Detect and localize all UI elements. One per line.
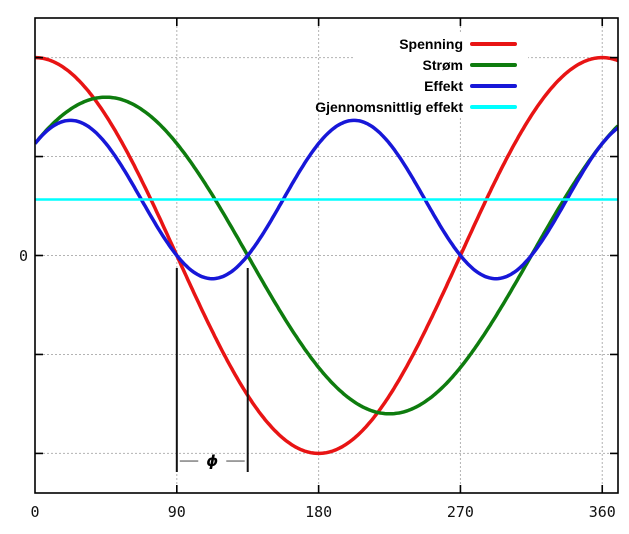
legend-label-gjennomsnittlig-effekt: Gjennomsnittlig effekt: [315, 98, 463, 115]
legend: Spenning Strøm Effekt Gjennomsnittlig ef…: [315, 33, 528, 117]
legend-swatch-gjennomsnittlig-effekt: [470, 104, 517, 109]
legend-label-spenning: Spenning: [399, 35, 463, 52]
x-tick-label-270: 270: [446, 503, 474, 521]
legend-item-gjennomsnittlig-effekt: Gjennomsnittlig effekt: [315, 96, 528, 117]
phase-angle-label: ϕ: [206, 452, 219, 471]
curve-0: [35, 55, 618, 456]
legend-swatch-strom: [470, 62, 517, 67]
y-axis-zero-label: 0: [18, 247, 28, 265]
legend-label-strom: Strøm: [422, 56, 463, 73]
x-tick-label-360: 360: [588, 503, 616, 521]
legend-swatch-effekt: [470, 83, 517, 88]
plot-border: [34, 17, 619, 494]
legend-swatch-spenning: [470, 41, 517, 46]
legend-item-strom: Strøm: [423, 54, 528, 75]
legend-label-effekt: Effekt: [424, 77, 463, 94]
x-tick-label-0: 0: [30, 503, 40, 521]
curve-1: [35, 95, 618, 416]
legend-item-effekt: Effekt: [424, 75, 528, 96]
x-tick-label-180: 180: [305, 503, 333, 521]
curve-2: [35, 118, 618, 281]
x-tick-label-90: 90: [167, 503, 186, 521]
legend-item-spenning: Spenning: [399, 33, 528, 54]
